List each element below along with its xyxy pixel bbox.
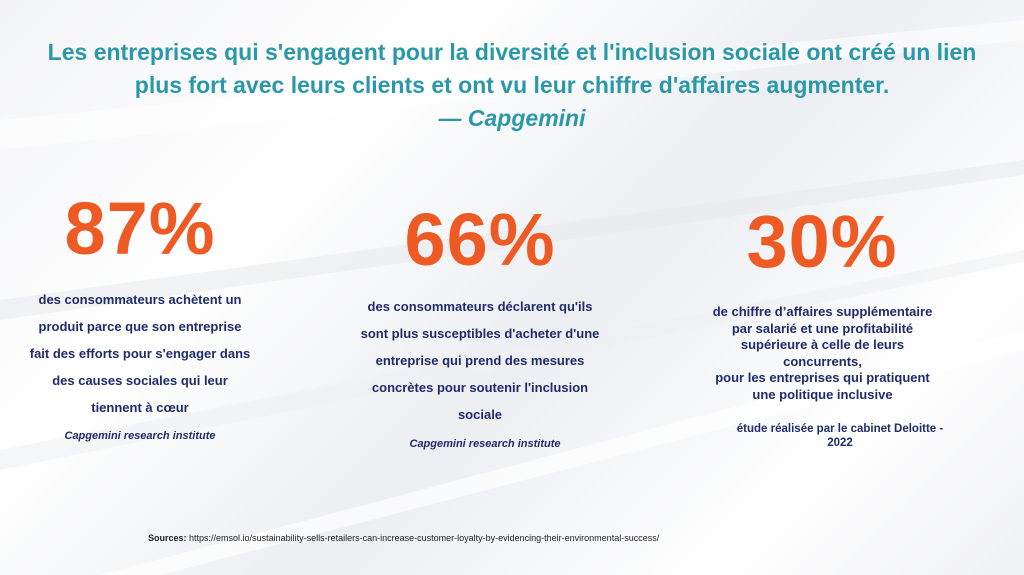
stat-3-line: de chiffre d’affaires supplémentaire (712, 304, 933, 319)
stat-1-line: des consommateurs achètent un (38, 292, 242, 307)
stat-3-source-line: étude réalisée par le cabinet Deloitte - (736, 423, 944, 435)
stat-2-line: sont plus susceptibles d'acheter d'une (360, 326, 600, 341)
stat-1-source: Capgemini research institute (64, 430, 216, 442)
stat-1-line: fait des efforts pour s'engager dans (29, 346, 251, 361)
stat-2-line: entreprise qui prend des mesures (375, 353, 585, 368)
stat-description-1: des consommateurs achètent un produit pa… (10, 286, 270, 421)
stat-description-2: des consommateurs déclarent qu'ils sont … (335, 293, 625, 428)
stat-3-line: concurrents, (783, 353, 862, 369)
quote-author: — Capgemini (438, 105, 586, 131)
stat-3-source-line: 2022 (827, 437, 853, 449)
stat-2-line: sociale (457, 407, 503, 422)
quote-line-1: Les entreprises qui s'engagent pour la d… (47, 39, 977, 65)
sources-label: Sources: (148, 533, 187, 543)
stat-3-source: étude réalisée par le cabinet Deloitte -… (715, 422, 965, 450)
stat-value-66: 66% (404, 198, 556, 281)
stat-2-source: Capgemini research institute (409, 438, 561, 450)
stat-3-line: supérieure à celle de leurs (740, 337, 905, 352)
stat-3-line: une politique inclusive (752, 386, 893, 402)
stat-2-line: des consommateurs déclarent qu'ils (367, 299, 593, 314)
stat-1-line: tiennent à cœur (91, 400, 189, 415)
quote-block: Les entreprises qui s'engagent pour la d… (30, 36, 994, 135)
stat-value-87: 87% (64, 187, 216, 270)
stat-1-line: des causes sociales qui leur (52, 373, 228, 388)
stat-1-line: produit parce que son entreprise (38, 319, 242, 334)
stat-description-3: de chiffre d’affaires supplémentaire par… (690, 304, 955, 403)
stat-2-line: concrètes pour soutenir l'inclusion (371, 380, 589, 395)
sources-link[interactable]: https://emsol.io/sustainability-sells-re… (189, 533, 660, 543)
quote-line-2: plus fort avec leurs clients et ont vu l… (134, 72, 890, 98)
stat-value-30: 30% (746, 200, 898, 283)
stat-3-line: pour les entreprises qui pratiquent (715, 370, 930, 385)
sources-footer: Sources: https://emsol.io/sustainability… (148, 533, 659, 543)
stat-3-line: par salarié et une profitabilité (731, 320, 914, 336)
